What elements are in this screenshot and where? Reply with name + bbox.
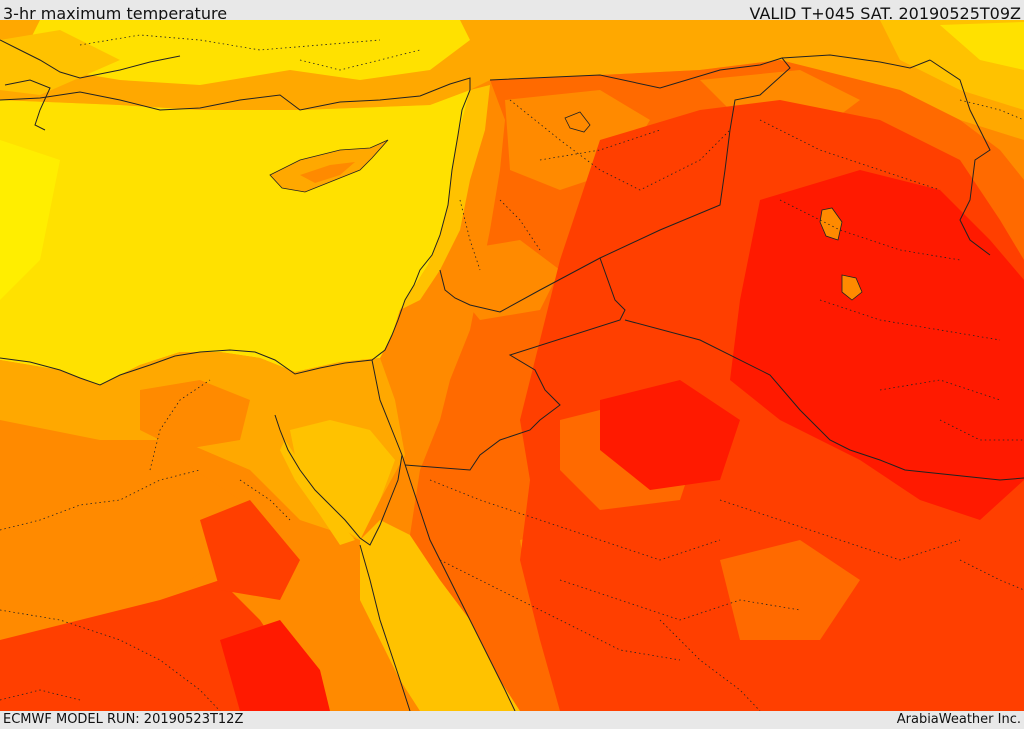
- national-borders: [404, 54, 1024, 481]
- lake-assad: [564, 111, 591, 133]
- province-borders: [0, 34, 1024, 711]
- footer-bar: [0, 711, 1024, 729]
- credit-label: ArabiaWeather Inc.: [896, 712, 1021, 727]
- temperature-map[interactable]: [0, 20, 1024, 711]
- model-run-label: ECMWF MODEL RUN: 20190523T12Z: [3, 712, 244, 727]
- red-sea: [360, 520, 520, 711]
- valid-time-label: VALID T+045 SAT. 20190525T09Z: [749, 4, 1021, 23]
- lake-tharthar: [819, 207, 843, 241]
- map-title: 3-hr maximum temperature: [3, 4, 228, 23]
- coastlines: [0, 39, 991, 711]
- turkey-yellow-patches: [20, 20, 470, 85]
- hottest-zone: [730, 170, 1024, 520]
- header-bar: [0, 0, 1024, 20]
- lake-razazah: [841, 274, 863, 301]
